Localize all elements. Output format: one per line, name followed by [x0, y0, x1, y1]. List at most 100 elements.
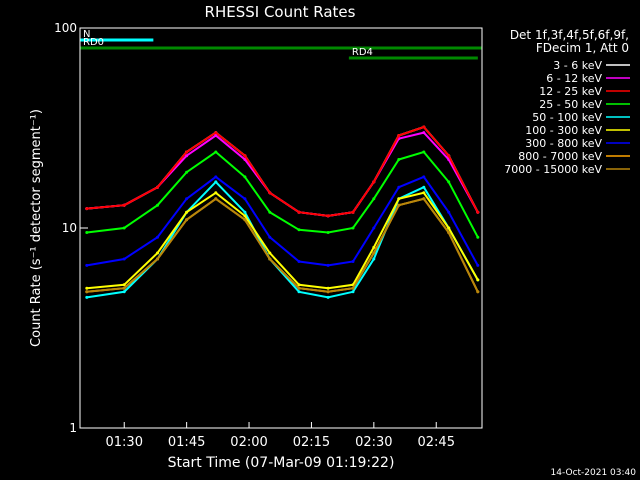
series-1-point — [214, 134, 218, 137]
footer-timestamp: 14-Oct-2021 03:40 — [551, 468, 637, 478]
x-tick-label: 01:45 — [168, 435, 205, 450]
series-2-point — [85, 207, 89, 211]
series-3-point — [476, 235, 480, 239]
x-tick-label: 02:15 — [293, 435, 330, 450]
series-4-point — [243, 210, 247, 214]
series-3-point — [185, 170, 189, 174]
series-2-point — [397, 134, 401, 137]
series-4-point — [85, 295, 89, 299]
series-2-point — [214, 131, 218, 135]
series-3-point — [156, 203, 159, 207]
series-lines-group — [85, 125, 480, 299]
legend-item-label: 800 - 7000 keV — [518, 150, 602, 163]
legend-header-line-1: Det 1f,3f,4f,5f,6f,9f, — [510, 28, 629, 42]
y-tick-label: 1 — [69, 421, 77, 435]
y-axis-label: Count Rate (s⁻¹ detector segment⁻¹) — [29, 109, 44, 347]
x-tick-label: 02:45 — [418, 435, 455, 450]
series-5-point — [326, 286, 330, 290]
series-6-point — [122, 257, 126, 261]
series-5-point — [297, 283, 301, 287]
y-tick-label: 100 — [54, 21, 77, 35]
series-2-point — [156, 185, 159, 189]
series-4-point — [422, 185, 426, 189]
series-8-point — [476, 290, 480, 294]
series-5-point — [185, 210, 189, 214]
series-3-point — [85, 231, 89, 234]
series-5-point — [156, 251, 159, 255]
series-2-point — [243, 154, 247, 158]
series-3-point — [351, 226, 355, 230]
series-4-point — [372, 257, 376, 261]
series-5-point — [397, 197, 401, 201]
series-5-point — [85, 286, 89, 290]
series-6-point — [156, 235, 159, 239]
series-6-point — [326, 263, 330, 267]
series-6-point — [372, 226, 376, 230]
legend-item-label: 12 - 25 keV — [539, 85, 602, 98]
series-3-point — [268, 210, 272, 214]
chart-title: RHESSI Count Rates — [205, 3, 356, 21]
series-8-point — [351, 286, 355, 290]
y-tick-label: 10 — [62, 221, 77, 235]
series-3-point — [122, 226, 126, 230]
series-5-point — [476, 278, 480, 282]
series-8-point — [297, 286, 301, 290]
series-3-point — [243, 175, 247, 179]
series-8-point — [85, 290, 89, 294]
series-6-point — [397, 185, 401, 189]
series-6-point — [85, 263, 89, 267]
series-6-point — [447, 210, 451, 214]
x-tick-label: 02:00 — [230, 435, 267, 450]
y-axis-ticks: 1 10 100 — [54, 21, 88, 435]
series-2-point — [185, 150, 189, 154]
series-4-point — [351, 290, 355, 294]
series-6-point — [268, 235, 272, 239]
series-8-point — [397, 203, 401, 207]
series-5-point — [268, 251, 272, 255]
series-3-point — [297, 228, 301, 232]
annotation-label-2: RD4 — [352, 47, 373, 58]
legend-item-label: 50 - 100 keV — [532, 111, 602, 124]
series-2-point — [351, 210, 355, 214]
annotation-label-1: RD0 — [83, 37, 104, 48]
series-8-point — [243, 218, 247, 222]
x-axis-label: Start Time (07-Mar-09 01:19:22) — [168, 455, 395, 471]
series-5-point — [214, 191, 218, 195]
x-tick-label: 02:30 — [355, 435, 392, 450]
series-2-point — [372, 180, 376, 184]
series-5-point — [447, 226, 451, 230]
series-8-point — [122, 286, 126, 290]
series-6-point — [422, 175, 426, 179]
series-3-point — [326, 231, 330, 234]
legend-item-label: 25 - 50 keV — [539, 98, 602, 111]
series-8-point — [214, 197, 218, 201]
series-4-point — [297, 290, 301, 294]
legend-item-label: 100 - 300 keV — [525, 124, 602, 137]
series-6-point — [476, 263, 480, 267]
legend-item-label: 6 - 12 keV — [546, 72, 602, 85]
series-8-point — [372, 251, 376, 255]
series-4-point — [326, 295, 330, 299]
series-8-point — [268, 257, 272, 261]
series-8-point — [422, 197, 426, 201]
series-4-point — [122, 290, 126, 294]
x-axis-ticks: 01:30 01:45 02:00 02:15 02:30 02:45 — [106, 422, 455, 450]
series-2-point — [268, 191, 272, 195]
series-5-point — [372, 245, 376, 249]
series-3-point — [447, 180, 451, 184]
series-8-point — [185, 218, 189, 222]
legend-item-label: 3 - 6 keV — [553, 59, 602, 72]
series-5-point — [122, 283, 126, 287]
series-4-point — [214, 180, 218, 184]
series-3-point — [372, 197, 376, 201]
legend-item-label: 7000 - 15000 keV — [504, 163, 602, 176]
legend: Det 1f,3f,4f,5f,6f,9f, FDecim 1, Att 0 3… — [504, 28, 630, 176]
series-1-point — [243, 158, 247, 161]
series-6-point — [185, 197, 189, 201]
series-8-point — [326, 290, 330, 294]
series-2-point — [122, 203, 126, 207]
series-5-point — [422, 191, 426, 195]
series-6-point — [243, 197, 247, 201]
